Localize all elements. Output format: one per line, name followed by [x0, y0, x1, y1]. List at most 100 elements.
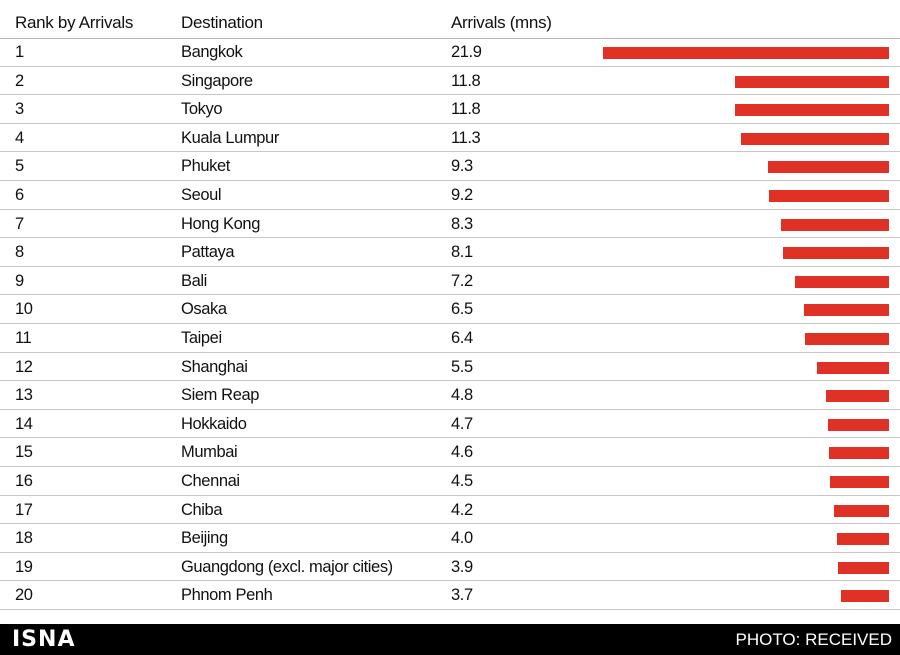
arrivals-bar	[829, 447, 889, 460]
table-row: 12 Shanghai 5.5	[0, 353, 900, 382]
arrivals-bar	[735, 104, 889, 117]
arrivals-bar	[735, 75, 889, 88]
rank-label: 10	[15, 300, 33, 319]
destination-label: Bangkok	[181, 43, 243, 61]
destination-label: Beijing	[181, 529, 228, 548]
arrivals-value-label: 3.7	[451, 586, 473, 605]
destination-label: Pattaya	[181, 243, 235, 262]
table-row: 11 Taipei 6.4	[0, 324, 900, 353]
arrivals-value-label: 4.0	[451, 529, 473, 548]
rank-label: 2	[15, 71, 24, 90]
arrivals-bar	[804, 304, 889, 317]
destination-label: Osaka	[181, 300, 227, 319]
rank-label: 3	[15, 100, 24, 119]
table-row: 15 Mumbai 4.6	[0, 438, 900, 467]
destination-label: Singapore	[181, 71, 253, 90]
rank-label: 13	[15, 386, 33, 405]
ranking-table: 1 Bangkok 21.9 2 Singapore 11.8 3 Tokyo 11.8 4 Kua…	[0, 38, 900, 610]
rank-label: 20	[15, 586, 33, 605]
arrivals-bar	[841, 590, 889, 603]
table-row: 17 Chiba 4.2	[0, 496, 900, 525]
destination-label: Hong Kong	[181, 214, 260, 233]
arrivals-bar	[769, 189, 889, 202]
destination-label: Mumbai	[181, 443, 238, 462]
arrivals-bar	[817, 361, 889, 374]
rank-label: 17	[15, 500, 33, 519]
rank-label: 8	[15, 243, 24, 262]
table-row: 7 Hong Kong 8.3	[0, 210, 900, 239]
table-row: 9 Bali 7.2	[0, 267, 900, 296]
arrivals-value-label: 9.3	[451, 157, 473, 176]
rank-label: 1	[15, 43, 24, 61]
arrivals-bar	[828, 418, 889, 431]
destination-label: Phnom Penh	[181, 586, 273, 605]
table-row: 14 Hokkaido 4.7	[0, 410, 900, 439]
photo-credit: PHOTO: RECEIVED	[735, 630, 893, 649]
destination-label: Taipei	[181, 328, 222, 347]
arrivals-value-label: 11.8	[451, 100, 481, 119]
arrivals-bar	[781, 218, 889, 231]
arrivals-bar	[795, 275, 889, 288]
table-row: 4 Kuala Lumpur 11.3	[0, 124, 900, 153]
table-row: 20 Phnom Penh 3.7	[0, 581, 900, 610]
arrivals-bar	[805, 332, 889, 345]
destination-label: Seoul	[181, 185, 222, 204]
brand-logo: ISNA	[12, 627, 76, 652]
table-row: 18 Beijing 4.0	[0, 524, 900, 553]
rank-label: 11	[15, 328, 32, 347]
arrivals-value-label: 4.6	[451, 443, 473, 462]
destination-label: Phuket	[181, 157, 230, 176]
table-row: 5 Phuket 9.3	[0, 152, 900, 181]
arrivals-bar	[837, 533, 889, 546]
arrivals-bar	[830, 475, 889, 488]
destination-label: Chennai	[181, 471, 240, 490]
destination-label: Siem Reap	[181, 386, 260, 405]
table-row: 13 Siem Reap 4.8	[0, 381, 900, 410]
destination-label: Chiba	[181, 500, 223, 519]
arrivals-bar	[768, 161, 889, 174]
destination-label: Hokkaido	[181, 414, 247, 433]
arrivals-value-label: 3.9	[451, 557, 473, 576]
arrivals-value-label: 7.2	[451, 271, 473, 290]
arrivals-value-label: 6.4	[451, 328, 473, 347]
table-row: 19 Guangdong (excl. major cities) 3.9	[0, 553, 900, 582]
rank-label: 16	[15, 471, 33, 490]
arrivals-value-label: 8.3	[451, 214, 473, 233]
arrivals-bar	[783, 247, 889, 260]
arrivals-value-label: 4.8	[451, 386, 473, 405]
arrivals-value-label: 9.2	[451, 185, 473, 204]
arrivals-bar	[741, 132, 889, 145]
arrivals-value-label: 5.5	[451, 357, 473, 376]
rank-label: 6	[15, 185, 24, 204]
arrivals-bar	[826, 390, 889, 403]
column-header-arrivals: Arrivals (mns)	[451, 13, 552, 32]
arrivals-bar	[603, 47, 889, 59]
table-row: 8 Pattaya 8.1	[0, 238, 900, 267]
rank-label: 19	[15, 557, 33, 576]
table-row: 3 Tokyo 11.8	[0, 95, 900, 124]
footer-bar: ISNA PHOTO: RECEIVED	[0, 624, 900, 655]
column-header-destination: Destination	[181, 13, 263, 32]
arrivals-value-label: 4.5	[451, 471, 473, 490]
rank-label: 18	[15, 529, 33, 548]
table-row: 1 Bangkok 21.9	[0, 38, 900, 67]
destination-label: Bali	[181, 271, 207, 290]
table-header: Rank by Arrivals Destination Arrivals (m…	[0, 0, 900, 39]
arrivals-value-label: 11.3	[451, 128, 481, 147]
arrivals-bar	[834, 504, 889, 517]
rank-label: 15	[15, 443, 33, 462]
rank-label: 7	[15, 214, 24, 233]
arrivals-value-label: 6.5	[451, 300, 473, 319]
destination-label: Tokyo	[181, 100, 223, 119]
table-row: 10 Osaka 6.5	[0, 295, 900, 324]
destination-label: Kuala Lumpur	[181, 128, 279, 147]
table-row: 2 Singapore 11.8	[0, 67, 900, 96]
destination-label: Guangdong (excl. major cities)	[181, 557, 393, 576]
rank-label: 14	[15, 414, 33, 433]
rank-label: 4	[15, 128, 24, 147]
arrivals-value-label: 8.1	[451, 243, 473, 262]
table-row: 6 Seoul 9.2	[0, 181, 900, 210]
rank-label: 9	[15, 271, 24, 290]
rank-label: 5	[15, 157, 24, 176]
destination-label: Shanghai	[181, 357, 248, 376]
